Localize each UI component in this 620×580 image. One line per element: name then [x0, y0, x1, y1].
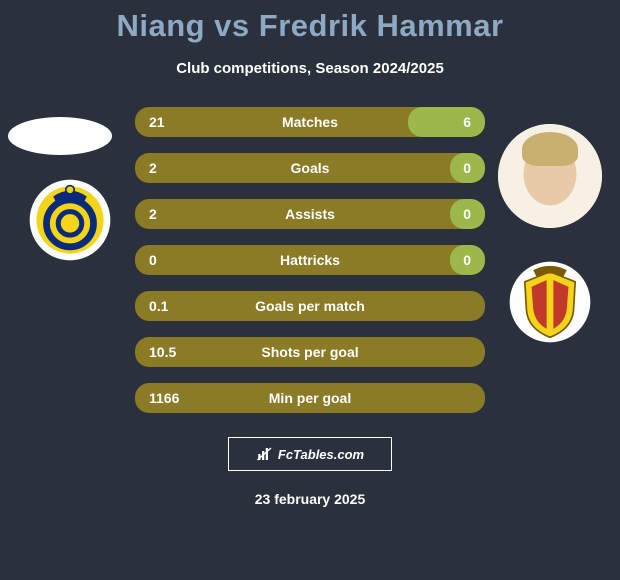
stat-label: Min per goal	[269, 390, 351, 406]
stat-row: 2 Goals 0	[135, 153, 485, 183]
stat-row: 1166 Min per goal	[135, 383, 485, 413]
stat-label: Shots per goal	[261, 344, 358, 360]
stat-left-value: 2	[149, 160, 157, 176]
player-right-avatar	[498, 124, 602, 228]
stat-left-value: 0.1	[149, 298, 168, 314]
fctables-badge[interactable]: FcTables.com	[228, 437, 392, 471]
subtitle: Club competitions, Season 2024/2025	[0, 60, 620, 77]
stat-left-value: 21	[149, 114, 165, 130]
stat-label: Goals	[291, 160, 330, 176]
stat-right-value: 6	[463, 114, 471, 130]
stat-right-value: 0	[463, 252, 471, 268]
stat-left-value: 10.5	[149, 344, 176, 360]
stat-label: Matches	[282, 114, 338, 130]
stat-row: 21 Matches 6	[135, 107, 485, 137]
stat-left-value: 0	[149, 252, 157, 268]
club-crest-right	[508, 260, 592, 344]
player-left-avatar	[8, 117, 112, 155]
fctables-label: FcTables.com	[278, 447, 364, 462]
stat-right-value: 0	[463, 160, 471, 176]
stat-label: Assists	[285, 206, 335, 222]
stat-left-value: 1166	[149, 390, 179, 406]
page-title: Niang vs Fredrik Hammar	[0, 0, 620, 44]
stat-right-fill	[408, 107, 485, 137]
club-crest-left	[28, 178, 112, 262]
comparison-bars: 21 Matches 6 2 Goals 0 2 Assists 0 0 Hattricks 0 0.1…	[135, 107, 485, 413]
date-text: 23 february 2025	[0, 491, 620, 507]
stat-label: Hattricks	[280, 252, 340, 268]
player-right-face	[498, 124, 602, 228]
stat-row: 10.5 Shots per goal	[135, 337, 485, 367]
stat-row: 0.1 Goals per match	[135, 291, 485, 321]
stat-row: 2 Assists 0	[135, 199, 485, 229]
stat-left-value: 2	[149, 206, 157, 222]
stat-row: 0 Hattricks 0	[135, 245, 485, 275]
chart-icon	[256, 445, 274, 463]
stat-right-value: 0	[463, 206, 471, 222]
stat-label: Goals per match	[255, 298, 365, 314]
